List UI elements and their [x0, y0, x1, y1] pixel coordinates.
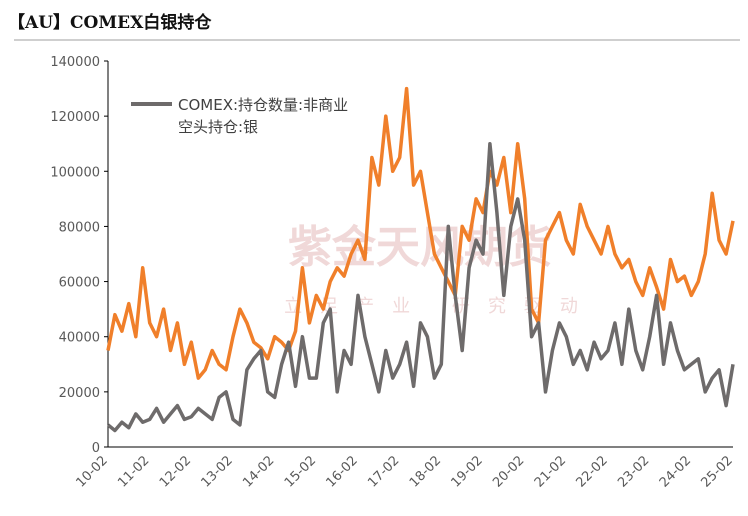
x-tick-label: 16-02 [324, 453, 361, 490]
chart-title: 【AU】COMEX白银持仓 [8, 13, 212, 33]
y-tick-label: 60000 [59, 276, 100, 291]
y-tick-label: 80000 [59, 220, 100, 235]
x-tick-label: 23-02 [615, 453, 652, 490]
x-tick-label: 17-02 [365, 453, 402, 490]
x-tick-label: 12-02 [157, 453, 194, 490]
watermark: 紫金天风期货 [288, 222, 552, 273]
y-tick-label: 140000 [50, 55, 100, 70]
x-tick-label: 22-02 [574, 453, 611, 490]
x-tick-label: 10-02 [74, 453, 111, 490]
x-tick-label: 21-02 [532, 453, 569, 490]
y-tick-label: 20000 [59, 386, 100, 401]
y-tick-label: 100000 [50, 165, 100, 180]
legend-label: COMEX:持仓数量:非商业空头持仓:银 [178, 96, 349, 136]
y-tick-label: 40000 [59, 331, 100, 346]
x-tick-label: 20-02 [490, 453, 527, 490]
x-tick-label: 18-02 [407, 453, 444, 490]
x-tick-label: 19-02 [449, 453, 486, 490]
series-line [106, 86, 735, 380]
x-tick-label: 15-02 [282, 453, 319, 490]
y-tick-label: 0 [92, 441, 100, 456]
x-tick-label: 14-02 [240, 453, 277, 490]
x-tick-label: 24-02 [657, 453, 694, 490]
y-tick-label: 120000 [50, 110, 100, 125]
x-tick-label: 13-02 [199, 453, 236, 490]
series-line [106, 141, 735, 433]
x-tick-label: 25-02 [699, 453, 736, 490]
x-tick-label: 11-02 [115, 453, 152, 490]
